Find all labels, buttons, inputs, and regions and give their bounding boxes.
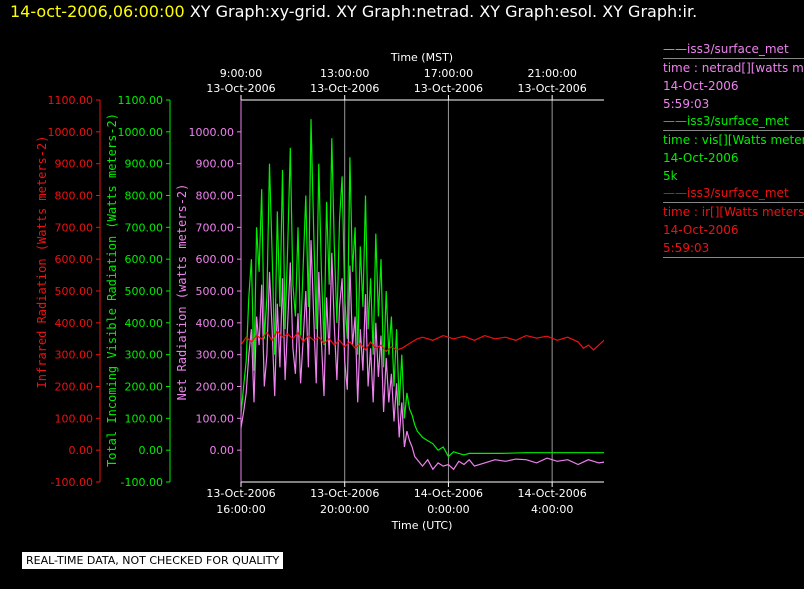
top-axis-tick-label: 13-Oct-2006 bbox=[414, 82, 483, 95]
bottom-axis-tick-label: 4:00:00 bbox=[531, 503, 573, 516]
legend-time: 5k bbox=[663, 169, 678, 183]
bottom-axis-tick-label: 13-Oct-2006 bbox=[206, 487, 275, 500]
top-axis-tick-label: 13-Oct-2006 bbox=[518, 82, 587, 95]
legend-entry-ir: ——iss3/surface_met time : ir[][Watts met… bbox=[663, 184, 804, 257]
y-axis-tick-label-netrad: 0.00 bbox=[210, 444, 235, 457]
bottom-axis-tick-label: 14-Oct-2006 bbox=[414, 487, 483, 500]
y-axis-tick-label-vis: 500.00 bbox=[125, 285, 164, 298]
y-axis-title-vis: Total Incoming Visible Radiation (Watts … bbox=[105, 113, 119, 467]
title-timestamp: 14-oct-2006,06:00:00 bbox=[10, 2, 185, 21]
top-axis-title: Time (MST) bbox=[390, 51, 453, 64]
y-axis-tick-label-netrad: 700.00 bbox=[196, 221, 235, 234]
y-axis-tick-label-netrad: 600.00 bbox=[196, 253, 235, 266]
legend-entry-netrad: ——iss3/surface_met time : netrad[][watts… bbox=[663, 40, 804, 113]
y-axis-tick-label-vis: 800.00 bbox=[125, 190, 164, 203]
y-axis-tick-label-ir: 900.00 bbox=[55, 158, 94, 171]
y-axis-tick-label-netrad: 800.00 bbox=[196, 190, 235, 203]
y-axis-title-ir: Infrared Radiation (Watts meters-2) bbox=[35, 136, 49, 389]
graph-name-xy-grid: XY Graph:xy-grid. bbox=[189, 2, 331, 21]
y-axis-tick-label-vis: 1100.00 bbox=[118, 94, 164, 107]
legend-variable: time : netrad[][watts me bbox=[663, 61, 804, 75]
series-line-ir bbox=[241, 329, 604, 353]
top-axis-tick-label: 13-Oct-2006 bbox=[206, 82, 275, 95]
graph-name-ir: XY Graph:ir. bbox=[602, 2, 698, 21]
y-axis-tick-label-netrad: 900.00 bbox=[196, 158, 235, 171]
graph-name-netrad: XY Graph:netrad. bbox=[336, 2, 475, 21]
y-axis-tick-label-vis: 300.00 bbox=[125, 349, 164, 362]
y-axis-tick-label-netrad: 500.00 bbox=[196, 285, 235, 298]
legend-source: ——iss3/surface_met bbox=[663, 40, 804, 59]
y-axis-tick-label-ir: 600.00 bbox=[55, 253, 94, 266]
y-axis-tick-label-vis: 0.00 bbox=[139, 444, 164, 457]
legend-variable: time : vis[][Watts meter bbox=[663, 133, 804, 147]
legend-variable: time : ir[][Watts meters bbox=[663, 205, 804, 219]
y-axis-tick-label-ir: 100.00 bbox=[55, 412, 94, 425]
y-axis-tick-label-ir: -100.00 bbox=[51, 476, 93, 489]
bottom-axis-tick-label: 14-Oct-2006 bbox=[518, 487, 587, 500]
y-axis-tick-label-ir: 0.00 bbox=[69, 444, 94, 457]
legend-time: 5:59:03 bbox=[663, 97, 710, 111]
y-axis-tick-label-ir: 300.00 bbox=[55, 349, 94, 362]
legend-date: 14-Oct-2006 bbox=[663, 79, 739, 93]
y-axis-tick-label-vis: 700.00 bbox=[125, 221, 164, 234]
y-axis-tick-label-vis: 100.00 bbox=[125, 412, 164, 425]
y-axis-tick-label-vis: 900.00 bbox=[125, 158, 164, 171]
bottom-axis-tick-label: 0:00:00 bbox=[427, 503, 469, 516]
legend-date: 14-Oct-2006 bbox=[663, 223, 739, 237]
title-bar: 14-oct-2006,06:00:00 XY Graph:xy-grid. X… bbox=[10, 2, 697, 21]
y-axis-tick-label-vis: 1000.00 bbox=[118, 126, 164, 139]
y-axis-tick-label-vis: -100.00 bbox=[121, 476, 163, 489]
y-axis-tick-label-vis: 400.00 bbox=[125, 317, 164, 330]
y-axis-tick-label-netrad: 300.00 bbox=[196, 349, 235, 362]
qc-note: REAL-TIME DATA, NOT CHECKED FOR QUALITY bbox=[22, 552, 284, 569]
y-axis-tick-label-netrad: 1000.00 bbox=[189, 126, 235, 139]
y-axis-tick-label-ir: 800.00 bbox=[55, 190, 94, 203]
top-axis-tick-label: 21:00:00 bbox=[527, 67, 576, 80]
bottom-axis-tick-label: 20:00:00 bbox=[320, 503, 369, 516]
top-axis-tick-label: 9:00:00 bbox=[220, 67, 262, 80]
legend-date: 14-Oct-2006 bbox=[663, 151, 739, 165]
y-axis-tick-label-ir: 700.00 bbox=[55, 221, 94, 234]
legend-divider bbox=[663, 257, 804, 258]
legend-source: ——iss3/surface_met bbox=[663, 112, 804, 131]
y-axis-tick-label-netrad: 100.00 bbox=[196, 412, 235, 425]
y-axis-tick-label-ir: 200.00 bbox=[55, 381, 94, 394]
legend-time: 5:59:03 bbox=[663, 241, 710, 255]
y-axis-tick-label-netrad: 400.00 bbox=[196, 317, 235, 330]
graph-name-esol: XY Graph:esol. bbox=[479, 2, 598, 21]
y-axis-tick-label-netrad: 200.00 bbox=[196, 381, 235, 394]
series-line-vis bbox=[241, 119, 604, 458]
top-axis-tick-label: 17:00:00 bbox=[424, 67, 473, 80]
bottom-axis-title: Time (UTC) bbox=[391, 519, 453, 532]
y-axis-tick-label-ir: 500.00 bbox=[55, 285, 94, 298]
y-axis-tick-label-vis: 200.00 bbox=[125, 381, 164, 394]
legend-entry-vis: ——iss3/surface_met time : vis[][Watts me… bbox=[663, 112, 804, 185]
legend-source: ——iss3/surface_met bbox=[663, 184, 804, 203]
y-axis-tick-label-ir: 400.00 bbox=[55, 317, 94, 330]
y-axis-tick-label-ir: 1100.00 bbox=[48, 94, 94, 107]
series-line-netrad bbox=[241, 240, 604, 471]
y-axis-tick-label-ir: 1000.00 bbox=[48, 126, 94, 139]
y-axis-tick-label-vis: 600.00 bbox=[125, 253, 164, 266]
top-axis-tick-label: 13:00:00 bbox=[320, 67, 369, 80]
y-axis-title-netrad: Net Radiation (watts meters-2) bbox=[175, 184, 189, 401]
bottom-axis-tick-label: 16:00:00 bbox=[216, 503, 265, 516]
top-axis-tick-label: 13-Oct-2006 bbox=[310, 82, 379, 95]
bottom-axis-tick-label: 13-Oct-2006 bbox=[310, 487, 379, 500]
